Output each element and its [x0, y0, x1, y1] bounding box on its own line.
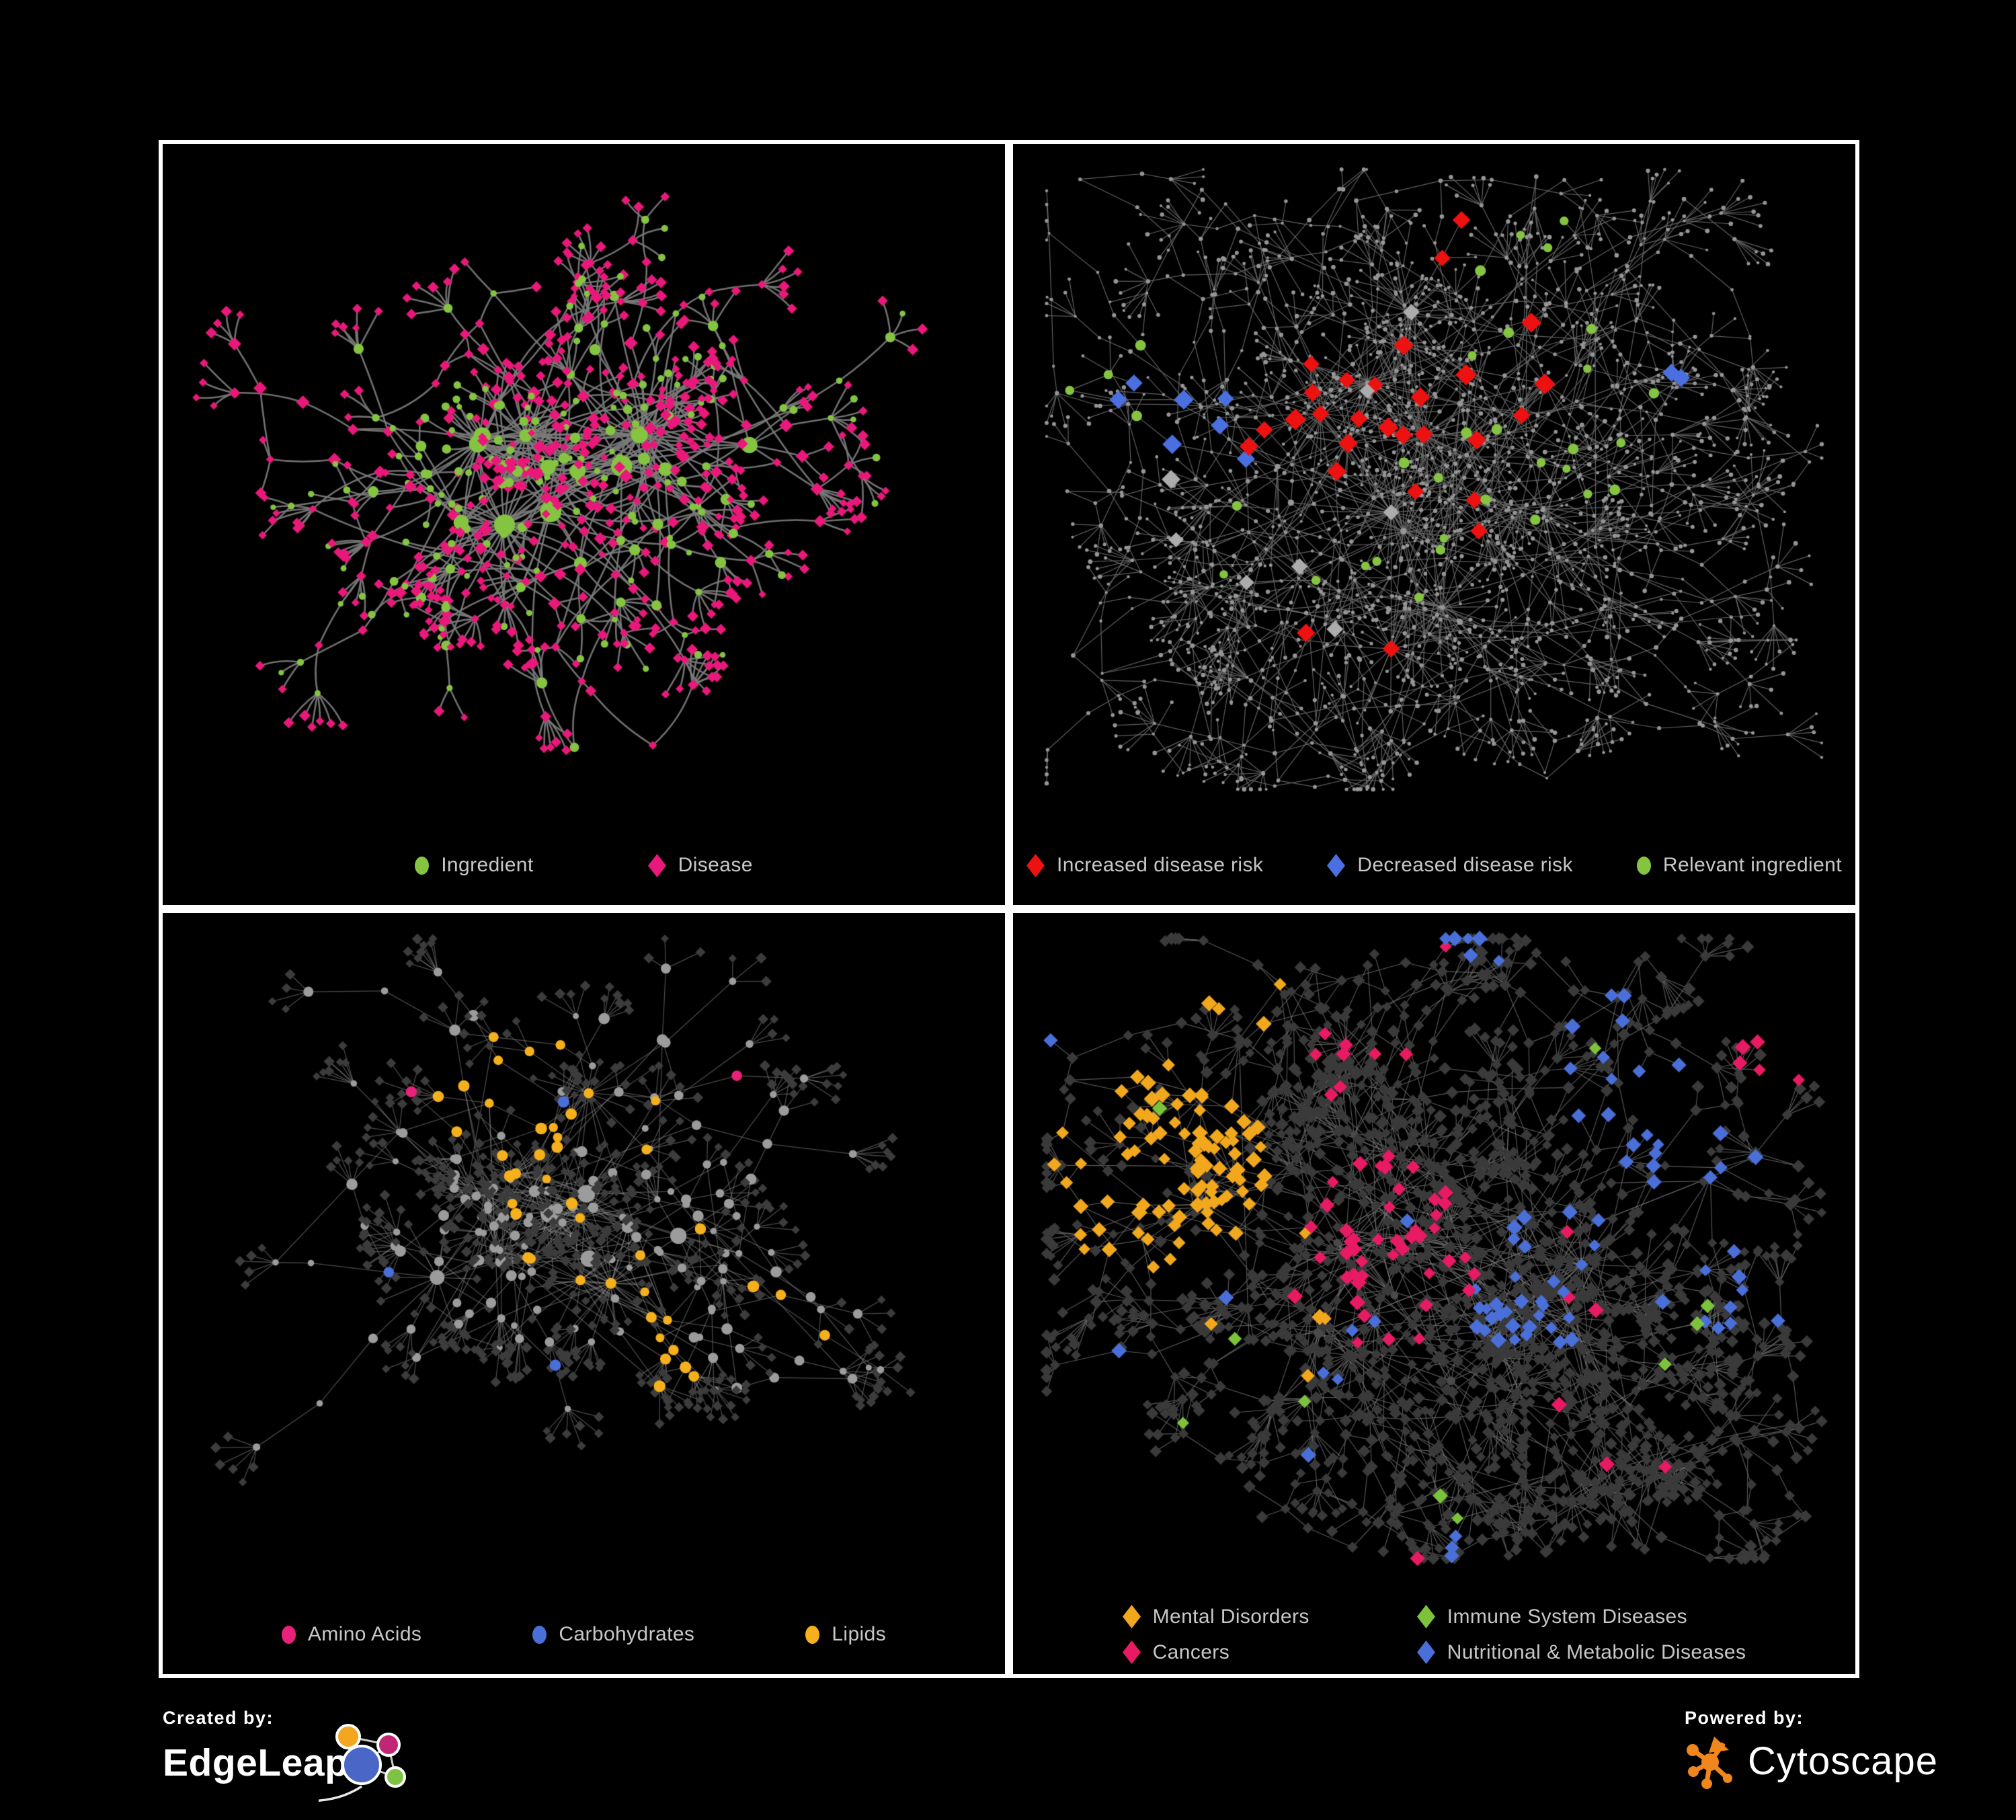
ingredient-circle-icon [415, 856, 430, 875]
network-canvas-ingredient-disease [163, 144, 1005, 830]
legend-item-mental-disorders: Mental Disorders [1122, 1605, 1309, 1628]
powered-by-block: Powered by: Cytoscape [1685, 1708, 1938, 1789]
network-canvas-compound-classes [163, 913, 1005, 1599]
legend-item-lipids: Lipids [805, 1623, 886, 1646]
legend-ingredient-disease: Ingredient Disease [163, 830, 1005, 901]
legend-label: Decreased disease risk [1357, 854, 1573, 876]
cytoscape-logo-icon [1687, 1737, 1732, 1789]
legend-label: Increased disease risk [1057, 854, 1264, 876]
legend-label: Cancers [1152, 1640, 1230, 1663]
panel-disease-risk: Increased disease risk Decreased disease … [1009, 140, 1859, 909]
legend-item-amino-acids: Amino Acids [281, 1623, 422, 1646]
legend-label: Ingredient [441, 854, 534, 876]
legend-label: Mental Disorders [1152, 1605, 1309, 1628]
edgeleap-brand: EdgeLeap [163, 1724, 432, 1817]
legend-label: Nutritional & Metabolic Diseases [1447, 1640, 1746, 1663]
mental-disorders-diamond-icon [1122, 1605, 1141, 1628]
legend-label: Immune System Diseases [1447, 1605, 1687, 1628]
legend-compound-classes: Amino Acids Carbohydrates Lipids [163, 1599, 1005, 1670]
nutritional-and-metabolic-diseases-diamond-icon [1416, 1640, 1435, 1664]
cancers-diamond-icon [1122, 1640, 1141, 1664]
edgeleap-wordmark: EdgeLeap [163, 1741, 349, 1784]
created-by-block: Created by: EdgeLeap [163, 1708, 432, 1817]
edgeleap-logo-icon [319, 1724, 406, 1802]
legend-item-relevant-ingredient: Relevant ingredient [1636, 854, 1842, 877]
created-by-label: Created by: [163, 1708, 274, 1728]
carbohydrates-circle-icon [532, 1625, 547, 1644]
network-canvas-disease-categories [1013, 913, 1855, 1599]
cytoscape-wordmark: Cytoscape [1748, 1739, 1939, 1783]
legend-label: Carbohydrates [559, 1623, 695, 1645]
legend-disease-categories: Mental Disorders Cancers Immune System Dis… [1013, 1599, 1855, 1670]
decreased-disease-risk-diamond-icon [1327, 853, 1346, 877]
legend-item-ingredient: Ingredient [415, 854, 533, 877]
legend-item-disease: Disease [647, 853, 753, 877]
legend-item-carbohydrates: Carbohydrates [532, 1623, 694, 1646]
legend-label: Relevant ingredient [1662, 854, 1842, 876]
relevant-ingredient-circle-icon [1636, 856, 1651, 875]
panel-compound-classes: Amino Acids Carbohydrates Lipids [159, 909, 1009, 1678]
amino-acids-circle-icon [281, 1625, 296, 1644]
panel-grid: Ingredient Disease Increased disease risk D… [159, 140, 1859, 1678]
legend-item-increased-disease-risk: Increased disease risk [1026, 853, 1264, 877]
legend-label: Disease [678, 854, 753, 876]
legend-label: Amino Acids [307, 1623, 422, 1645]
powered-by-label: Powered by: [1685, 1708, 1804, 1728]
immune-system-diseases-diamond-icon [1416, 1605, 1435, 1628]
panel-ingredient-disease: Ingredient Disease [159, 140, 1009, 909]
lipids-circle-icon [805, 1625, 820, 1644]
legend-disease-risk: Increased disease risk Decreased disease … [1013, 830, 1855, 901]
legend-item-nutritional-and-metabolic-diseases: Nutritional & Metabolic Diseases [1416, 1640, 1746, 1664]
legend-label: Lipids [832, 1623, 887, 1645]
legend-item-cancers: Cancers [1122, 1640, 1309, 1664]
legend-item-immune-system-diseases: Immune System Diseases [1416, 1605, 1746, 1628]
increased-disease-risk-diamond-icon [1026, 853, 1045, 877]
legend-item-decreased-disease-risk: Decreased disease risk [1327, 853, 1573, 877]
disease-diamond-icon [647, 853, 666, 877]
panel-disease-categories: Mental Disorders Cancers Immune System Dis… [1009, 909, 1859, 1678]
network-canvas-disease-risk [1013, 144, 1855, 830]
